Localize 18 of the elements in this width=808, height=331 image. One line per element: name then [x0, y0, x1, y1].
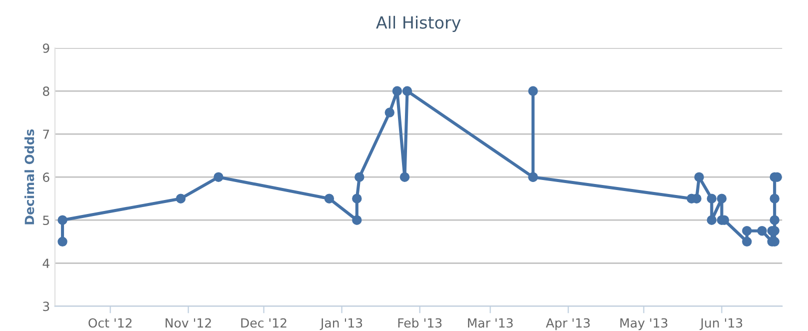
x-tick-label: Oct '12: [88, 318, 132, 328]
chart-title: All History: [376, 16, 461, 32]
x-tick-label: Nov '12: [166, 318, 211, 328]
x-tick-label: Apr '13: [546, 318, 590, 330]
x-tick-label: Jan '13: [320, 318, 362, 330]
x-tick-label: May '13: [620, 318, 668, 330]
y-tick-label: 3: [43, 302, 50, 312]
x-tick-label: Feb '13: [398, 318, 442, 328]
y-tick-label: 5: [43, 216, 49, 226]
x-tick-label: Jun '13: [700, 318, 742, 330]
y-axis-title: Decimal Odds: [24, 129, 34, 224]
x-tick-label: Dec '12: [241, 318, 286, 328]
y-tick-label: 4: [42, 258, 50, 268]
y-tick-label: 6: [43, 172, 50, 182]
y-tick-label: 9: [42, 43, 50, 53]
y-tick-label: 7: [43, 130, 50, 139]
x-tick-label: Mar '13: [468, 318, 513, 328]
y-tick-label: 8: [42, 86, 50, 96]
